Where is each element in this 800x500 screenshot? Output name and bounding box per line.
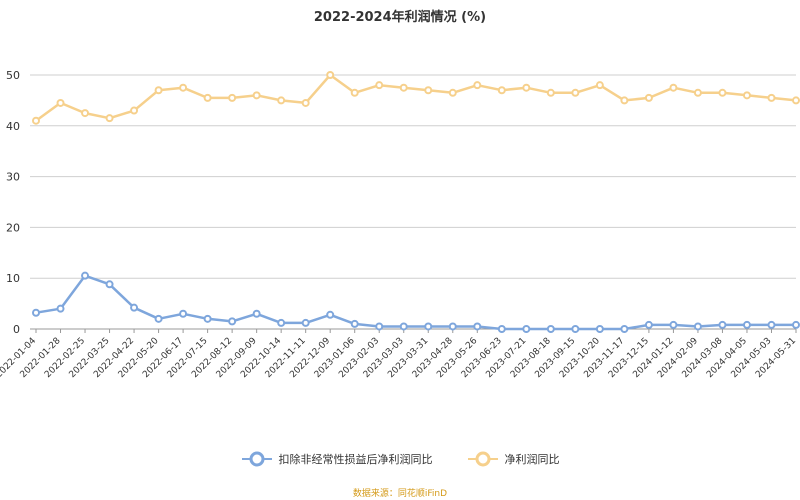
legend: 扣除非经常性损益后净利润同比 净利润同比 — [0, 450, 800, 468]
data-point-series-1 — [105, 280, 114, 289]
data-point-series-1 — [473, 322, 482, 331]
data-point-series-2 — [742, 91, 751, 100]
data-point-series-2 — [669, 83, 678, 92]
y-tick-label: 30 — [6, 171, 20, 184]
data-point-series-1 — [399, 322, 408, 331]
data-point-series-1 — [154, 314, 163, 323]
series-lines — [32, 71, 800, 333]
data-point-series-2 — [105, 114, 114, 123]
series-line-2 — [35, 73, 797, 122]
legend-label-series-1: 扣除非经常性损益后净利润同比 — [278, 453, 433, 466]
legend-label-series-2: 净利润同比 — [504, 453, 560, 466]
data-point-series-2 — [203, 93, 212, 102]
data-point-series-2 — [767, 93, 776, 102]
data-point-series-1 — [228, 317, 237, 326]
data-point-series-2 — [81, 109, 90, 118]
legend-marker-series-2 — [467, 451, 498, 467]
data-point-series-2 — [473, 81, 482, 90]
data-point-series-1 — [277, 318, 286, 327]
data-point-series-2 — [571, 88, 580, 97]
data-point-series-1 — [693, 322, 702, 331]
data-point-series-2 — [350, 88, 359, 97]
chart-title: 2022-2024年利润情况 (%) — [313, 10, 487, 25]
data-point-series-2 — [595, 81, 604, 90]
legend-item-series-2[interactable]: 净利润同比 — [467, 450, 560, 468]
data-point-series-2 — [424, 86, 433, 95]
data-point-series-1 — [718, 320, 727, 329]
data-point-series-1 — [644, 320, 653, 329]
data-point-series-1 — [32, 308, 40, 317]
data-point-series-2 — [130, 106, 139, 115]
data-point-series-1 — [130, 303, 139, 312]
data-point-series-2 — [277, 96, 286, 105]
data-point-series-1 — [571, 325, 580, 333]
data-point-series-1 — [350, 319, 359, 328]
data-point-series-2 — [448, 88, 457, 97]
data-point-series-1 — [546, 325, 555, 333]
data-point-series-1 — [742, 320, 751, 329]
data-point-series-1 — [56, 304, 65, 313]
y-tick-label: 50 — [6, 69, 20, 82]
data-point-series-1 — [179, 309, 188, 318]
data-source-note: 数据来源：同花顺iFinD — [352, 489, 448, 499]
data-point-series-2 — [546, 88, 555, 97]
data-point-series-2 — [620, 96, 629, 105]
y-tick-label: 0 — [13, 323, 20, 336]
y-tick-label: 10 — [6, 272, 20, 285]
data-point-series-1 — [252, 309, 261, 318]
data-point-series-2 — [154, 86, 163, 95]
legend-marker-series-1 — [241, 451, 272, 467]
series-line-1 — [35, 274, 796, 331]
data-point-series-2 — [718, 88, 727, 97]
data-point-series-1 — [448, 322, 457, 331]
data-point-series-2 — [179, 83, 188, 92]
y-axis-ticks: 0 10 20 30 40 50 — [6, 69, 20, 336]
grid-lines — [30, 74, 796, 330]
data-point-series-2 — [522, 83, 531, 92]
data-point-series-1 — [81, 271, 90, 280]
data-point-series-1 — [522, 325, 531, 333]
legend-item-series-1[interactable]: 扣除非经常性损益后净利润同比 — [241, 450, 433, 468]
data-point-series-2 — [375, 81, 384, 90]
data-point-series-2 — [32, 116, 40, 125]
data-point-series-1 — [792, 320, 800, 329]
data-point-series-1 — [595, 325, 604, 333]
data-point-series-1 — [620, 325, 629, 333]
data-point-series-2 — [301, 98, 310, 107]
data-point-series-1 — [203, 314, 212, 323]
y-tick-label: 40 — [6, 120, 20, 133]
data-point-series-2 — [228, 93, 237, 102]
data-point-series-1 — [767, 320, 776, 329]
y-tick-label: 20 — [6, 221, 20, 234]
data-point-series-2 — [497, 86, 506, 95]
data-point-series-1 — [669, 320, 678, 329]
data-point-series-2 — [326, 71, 335, 79]
data-point-series-2 — [792, 96, 800, 105]
data-point-series-2 — [644, 93, 653, 102]
data-point-series-2 — [399, 83, 408, 92]
data-point-series-2 — [56, 98, 65, 107]
data-point-series-1 — [301, 318, 310, 327]
data-point-series-1 — [375, 322, 384, 331]
data-point-series-1 — [326, 310, 335, 319]
data-point-series-1 — [424, 322, 433, 331]
data-point-series-2 — [252, 91, 261, 100]
x-axis-ticks: 2022-01-042022-01-282022-02-252022-03-25… — [0, 329, 798, 380]
data-point-series-1 — [497, 325, 506, 333]
data-point-series-2 — [693, 88, 702, 97]
